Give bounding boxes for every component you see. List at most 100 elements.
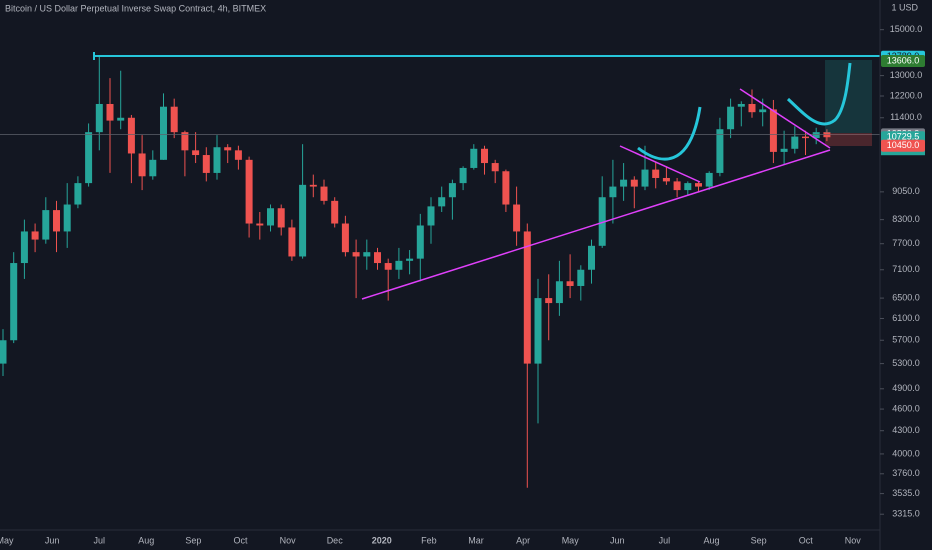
y-tick-label: 5300.0: [892, 358, 920, 368]
candle-body: [20, 231, 28, 264]
candle-body: [459, 167, 467, 184]
candle-body: [588, 245, 595, 270]
x-tick-label: Sep: [185, 535, 201, 545]
candle-body: [609, 186, 617, 198]
candle-body: [363, 252, 371, 257]
triangle-line: [739, 88, 831, 149]
candle-body: [481, 148, 488, 164]
candle-body: [662, 177, 670, 182]
candle-body: [695, 183, 702, 187]
y-tick-label: 4300.0: [892, 425, 920, 435]
candle-body: [42, 210, 50, 240]
candle-body: [780, 148, 788, 152]
candle-body: [577, 269, 585, 286]
y-tick-label: 11400.0: [890, 112, 922, 122]
y-tick-label: 12200.0: [890, 90, 923, 100]
chart-title: Bitcoin / US Dollar Perpetual Inverse Sw…: [5, 3, 266, 13]
candle-body: [74, 183, 82, 205]
candle-body: [309, 184, 317, 187]
y-tick-label: 4600.0: [892, 403, 920, 413]
candle-body: [288, 227, 296, 257]
candle-body: [127, 117, 135, 154]
candle-body: [748, 103, 756, 113]
x-tick-label: 2020: [372, 535, 392, 545]
candle-body: [31, 231, 39, 240]
candle-body: [620, 179, 628, 187]
candle-body: [673, 181, 681, 191]
x-tick-label: Oct: [233, 535, 248, 545]
x-tick-label: Aug: [703, 535, 719, 545]
candle-body: [545, 298, 553, 304]
y-tick-label: 15000.0: [890, 24, 923, 34]
candle-body: [299, 184, 307, 257]
candle-body: [416, 225, 424, 259]
drawings: [93, 52, 880, 300]
candle-body: [384, 263, 392, 270]
candle-body: [395, 260, 403, 270]
candle-body: [149, 159, 157, 177]
y-tick-label: 9050.0: [892, 186, 920, 196]
candle-body: [245, 159, 253, 224]
candle-body: [513, 204, 521, 232]
long-position-loss: [825, 133, 872, 146]
candle-body: [106, 103, 114, 121]
candle-body: [63, 204, 71, 232]
trendline: [361, 149, 831, 300]
y-tick-label: 3760.0: [892, 468, 920, 478]
candle-body: [812, 132, 820, 139]
candle-body: [138, 153, 146, 177]
y-tick-label: 6500.0: [892, 292, 920, 302]
candle-body: [53, 210, 60, 232]
candle-body: [224, 147, 232, 151]
x-tick-label: Jun: [610, 535, 625, 545]
x-tick-label: Jul: [659, 535, 671, 545]
candle-body: [491, 163, 499, 172]
candle-body: [374, 252, 381, 264]
y-tick-label: 7700.0: [892, 238, 920, 248]
y-tick-label: 8300.0: [892, 214, 920, 224]
candle-body: [630, 179, 638, 187]
x-tick-label: Mar: [468, 535, 484, 545]
candle-body: [448, 183, 456, 198]
candle-body: [95, 103, 103, 133]
candle-body: [267, 208, 274, 226]
x-tick-label: May: [0, 535, 14, 545]
x-tick-label: Jun: [45, 535, 60, 545]
candle-body: [523, 231, 531, 364]
candle-body: [716, 129, 724, 173]
price-label: 10450.0: [887, 140, 920, 150]
projection-curve: [786, 62, 852, 126]
candle-body: [534, 298, 542, 364]
plot-area: [0, 56, 880, 488]
candle-body: [213, 147, 221, 173]
price-label-bg: [881, 139, 925, 152]
candle-body: [10, 263, 18, 341]
price-label: 10729.5: [887, 132, 920, 142]
candle-body: [341, 223, 349, 253]
candle-body: [160, 106, 167, 160]
candle-body: [181, 132, 189, 151]
candle-body: [470, 148, 478, 168]
candle-body: [791, 136, 799, 149]
candle-body: [352, 252, 360, 257]
candle-body: [406, 258, 414, 261]
candle-body: [0, 340, 7, 364]
candle-body: [234, 150, 242, 160]
unit-label: 1 USD: [891, 2, 918, 12]
candle-body: [555, 281, 563, 304]
y-tick-label: 4000.0: [892, 448, 920, 458]
y-tick-label: 7100.0: [892, 264, 920, 274]
candle-body: [85, 132, 93, 184]
y-tick-label: 13000.0: [890, 70, 923, 80]
candle-body: [427, 206, 435, 226]
x-tick-label: Oct: [799, 535, 814, 545]
candle-body: [802, 136, 809, 139]
y-tick-label: 6100.0: [892, 313, 920, 323]
x-tick-label: Aug: [138, 535, 154, 545]
y-tick-label: 4900.0: [892, 383, 920, 393]
y-tick-label: 3315.0: [892, 509, 920, 519]
candle-body: [331, 200, 339, 224]
candle-body: [256, 223, 264, 226]
y-tick-label: 3535.0: [892, 488, 920, 498]
